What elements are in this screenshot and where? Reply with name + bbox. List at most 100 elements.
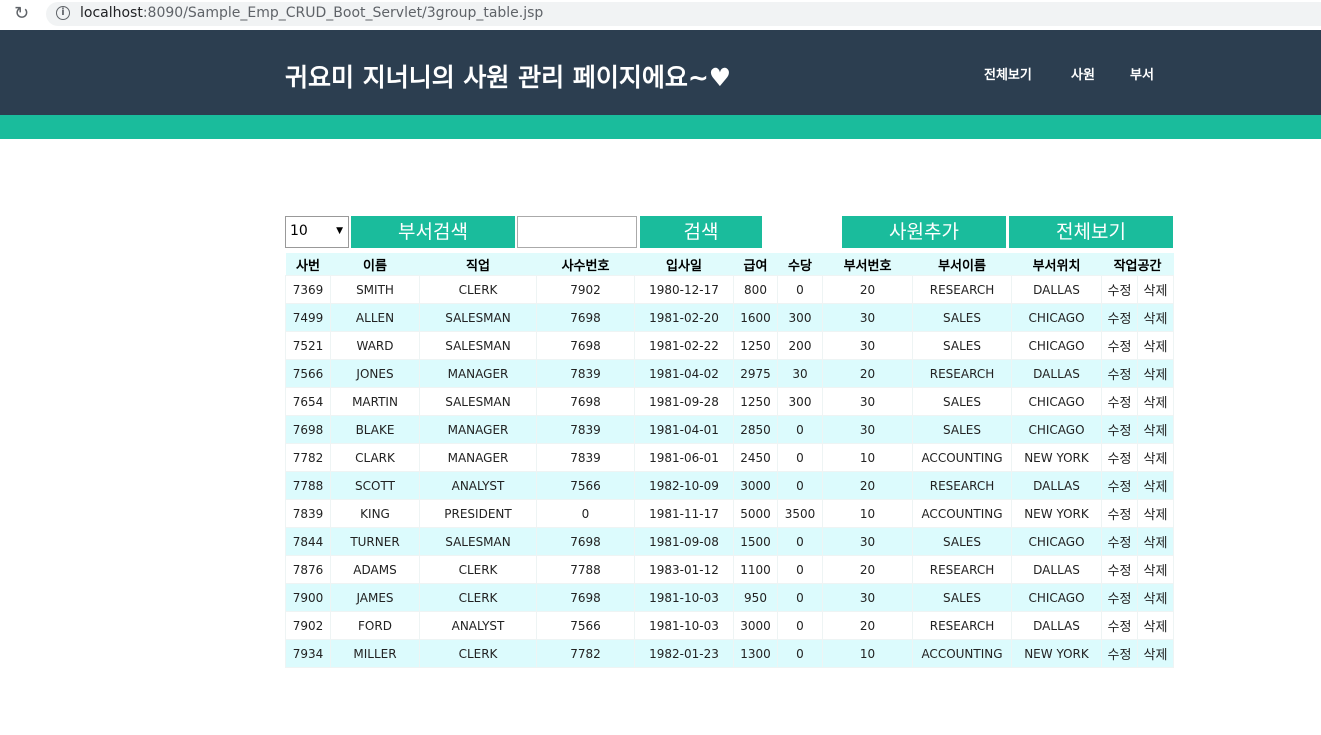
column-header-mgr: 사수번호 (536, 253, 635, 276)
dept-search-button[interactable]: 부서검색 (351, 216, 515, 248)
edit-link[interactable]: 수정 (1101, 611, 1138, 640)
edit-link[interactable]: 수정 (1101, 499, 1138, 528)
nav-employees[interactable]: 사원 (1071, 68, 1095, 83)
cell-hiredate: 1981-11-17 (634, 499, 734, 528)
edit-link[interactable]: 수정 (1101, 555, 1138, 584)
nav-view-all[interactable]: 전체보기 (984, 68, 1032, 83)
search-input[interactable] (517, 216, 637, 248)
cell-dname: SALES (912, 387, 1012, 416)
delete-link[interactable]: 삭제 (1137, 331, 1174, 360)
cell-loc: NEW YORK (1011, 639, 1102, 668)
edit-link[interactable]: 수정 (1101, 443, 1138, 472)
cell-loc: DALLAS (1011, 555, 1102, 584)
delete-link[interactable]: 삭제 (1137, 303, 1174, 332)
delete-link[interactable]: 삭제 (1137, 583, 1174, 612)
cell-name: FORD (330, 611, 420, 640)
delete-link[interactable]: 삭제 (1137, 443, 1174, 472)
cell-loc: CHICAGO (1011, 387, 1102, 416)
cell-hiredate: 1983-01-12 (634, 555, 734, 584)
cell-name: TURNER (330, 527, 420, 556)
delete-link[interactable]: 삭제 (1137, 359, 1174, 388)
delete-link[interactable]: 삭제 (1137, 611, 1174, 640)
edit-link[interactable]: 수정 (1101, 471, 1138, 500)
cell-name: WARD (330, 331, 420, 360)
cell-deptno: 30 (822, 583, 913, 612)
cell-name: SMITH (330, 275, 420, 304)
cell-hiredate: 1982-01-23 (634, 639, 734, 668)
cell-deptno: 20 (822, 359, 913, 388)
delete-link[interactable]: 삭제 (1137, 555, 1174, 584)
cell-job: CLERK (419, 639, 537, 668)
cell-comm: 0 (777, 415, 823, 444)
cell-hiredate: 1981-10-03 (634, 611, 734, 640)
edit-link[interactable]: 수정 (1101, 527, 1138, 556)
edit-link[interactable]: 수정 (1101, 639, 1138, 668)
delete-link[interactable]: 삭제 (1137, 471, 1174, 500)
cell-dname: RESEARCH (912, 359, 1012, 388)
cell-emp-no: 7698 (285, 415, 331, 444)
cell-sal: 1500 (733, 527, 778, 556)
delete-link[interactable]: 삭제 (1137, 275, 1174, 304)
cell-name: JAMES (330, 583, 420, 612)
site-title[interactable]: 귀요미 지너니의 사원 관리 페이지에요~♥ (285, 63, 732, 92)
cell-name: CLARK (330, 443, 420, 472)
cell-name: JONES (330, 359, 420, 388)
reload-icon[interactable]: ↻ (14, 3, 30, 24)
cell-deptno: 30 (822, 415, 913, 444)
edit-link[interactable]: 수정 (1101, 387, 1138, 416)
cell-comm: 0 (777, 527, 823, 556)
table-row: 7902 FORD ANALYST 7566 1981-10-03 3000 0 20 RESE… (285, 611, 1174, 640)
cell-job: MANAGER (419, 415, 537, 444)
nav-departments[interactable]: 부서 (1130, 68, 1154, 83)
search-button[interactable]: 검색 (640, 216, 762, 248)
delete-link[interactable]: 삭제 (1137, 527, 1174, 556)
delete-link[interactable]: 삭제 (1137, 387, 1174, 416)
cell-job: SALESMAN (419, 387, 537, 416)
cell-comm: 0 (777, 443, 823, 472)
cell-sal: 3000 (733, 611, 778, 640)
page-size-select[interactable]: 10 ▼ (285, 216, 349, 248)
cell-dname: RESEARCH (912, 611, 1012, 640)
column-header-name: 이름 (330, 253, 420, 276)
cell-loc: CHICAGO (1011, 303, 1102, 332)
add-employee-button[interactable]: 사원추가 (842, 216, 1006, 248)
cell-emp-no: 7782 (285, 443, 331, 472)
view-all-button[interactable]: 전체보기 (1009, 216, 1173, 248)
cell-dname: SALES (912, 331, 1012, 360)
address-bar[interactable]: i localhost:8090/Sample_Emp_CRUD_Boot_Se… (46, 2, 1321, 26)
cell-deptno: 30 (822, 303, 913, 332)
cell-dname: SALES (912, 583, 1012, 612)
cell-job: PRESIDENT (419, 499, 537, 528)
cell-job: CLERK (419, 275, 537, 304)
edit-link[interactable]: 수정 (1101, 303, 1138, 332)
cell-sal: 1250 (733, 331, 778, 360)
info-icon[interactable]: i (56, 6, 70, 20)
cell-deptno: 30 (822, 331, 913, 360)
cell-emp-no: 7369 (285, 275, 331, 304)
cell-job: CLERK (419, 583, 537, 612)
cell-mgr: 7566 (536, 611, 635, 640)
cell-emp-no: 7499 (285, 303, 331, 332)
cell-sal: 950 (733, 583, 778, 612)
cell-emp-no: 7654 (285, 387, 331, 416)
cell-sal: 1300 (733, 639, 778, 668)
cell-name: ALLEN (330, 303, 420, 332)
cell-job: SALESMAN (419, 527, 537, 556)
browser-bar: ↻ i localhost:8090/Sample_Emp_CRUD_Boot_… (0, 0, 1321, 31)
edit-link[interactable]: 수정 (1101, 359, 1138, 388)
cell-sal: 1100 (733, 555, 778, 584)
edit-link[interactable]: 수정 (1101, 583, 1138, 612)
delete-link[interactable]: 삭제 (1137, 639, 1174, 668)
url-text: localhost:8090/Sample_Emp_CRUD_Boot_Serv… (80, 5, 544, 21)
cell-loc: CHICAGO (1011, 527, 1102, 556)
delete-link[interactable]: 삭제 (1137, 499, 1174, 528)
edit-link[interactable]: 수정 (1101, 415, 1138, 444)
cell-comm: 30 (777, 359, 823, 388)
edit-link[interactable]: 수정 (1101, 331, 1138, 360)
table-row: 7369 SMITH CLERK 7902 1980-12-17 800 0 20 RESEAR… (285, 275, 1174, 304)
page-size-value: 10 (290, 223, 308, 239)
delete-link[interactable]: 삭제 (1137, 415, 1174, 444)
edit-link[interactable]: 수정 (1101, 275, 1138, 304)
header-accent-bar (0, 115, 1321, 139)
cell-comm: 0 (777, 275, 823, 304)
